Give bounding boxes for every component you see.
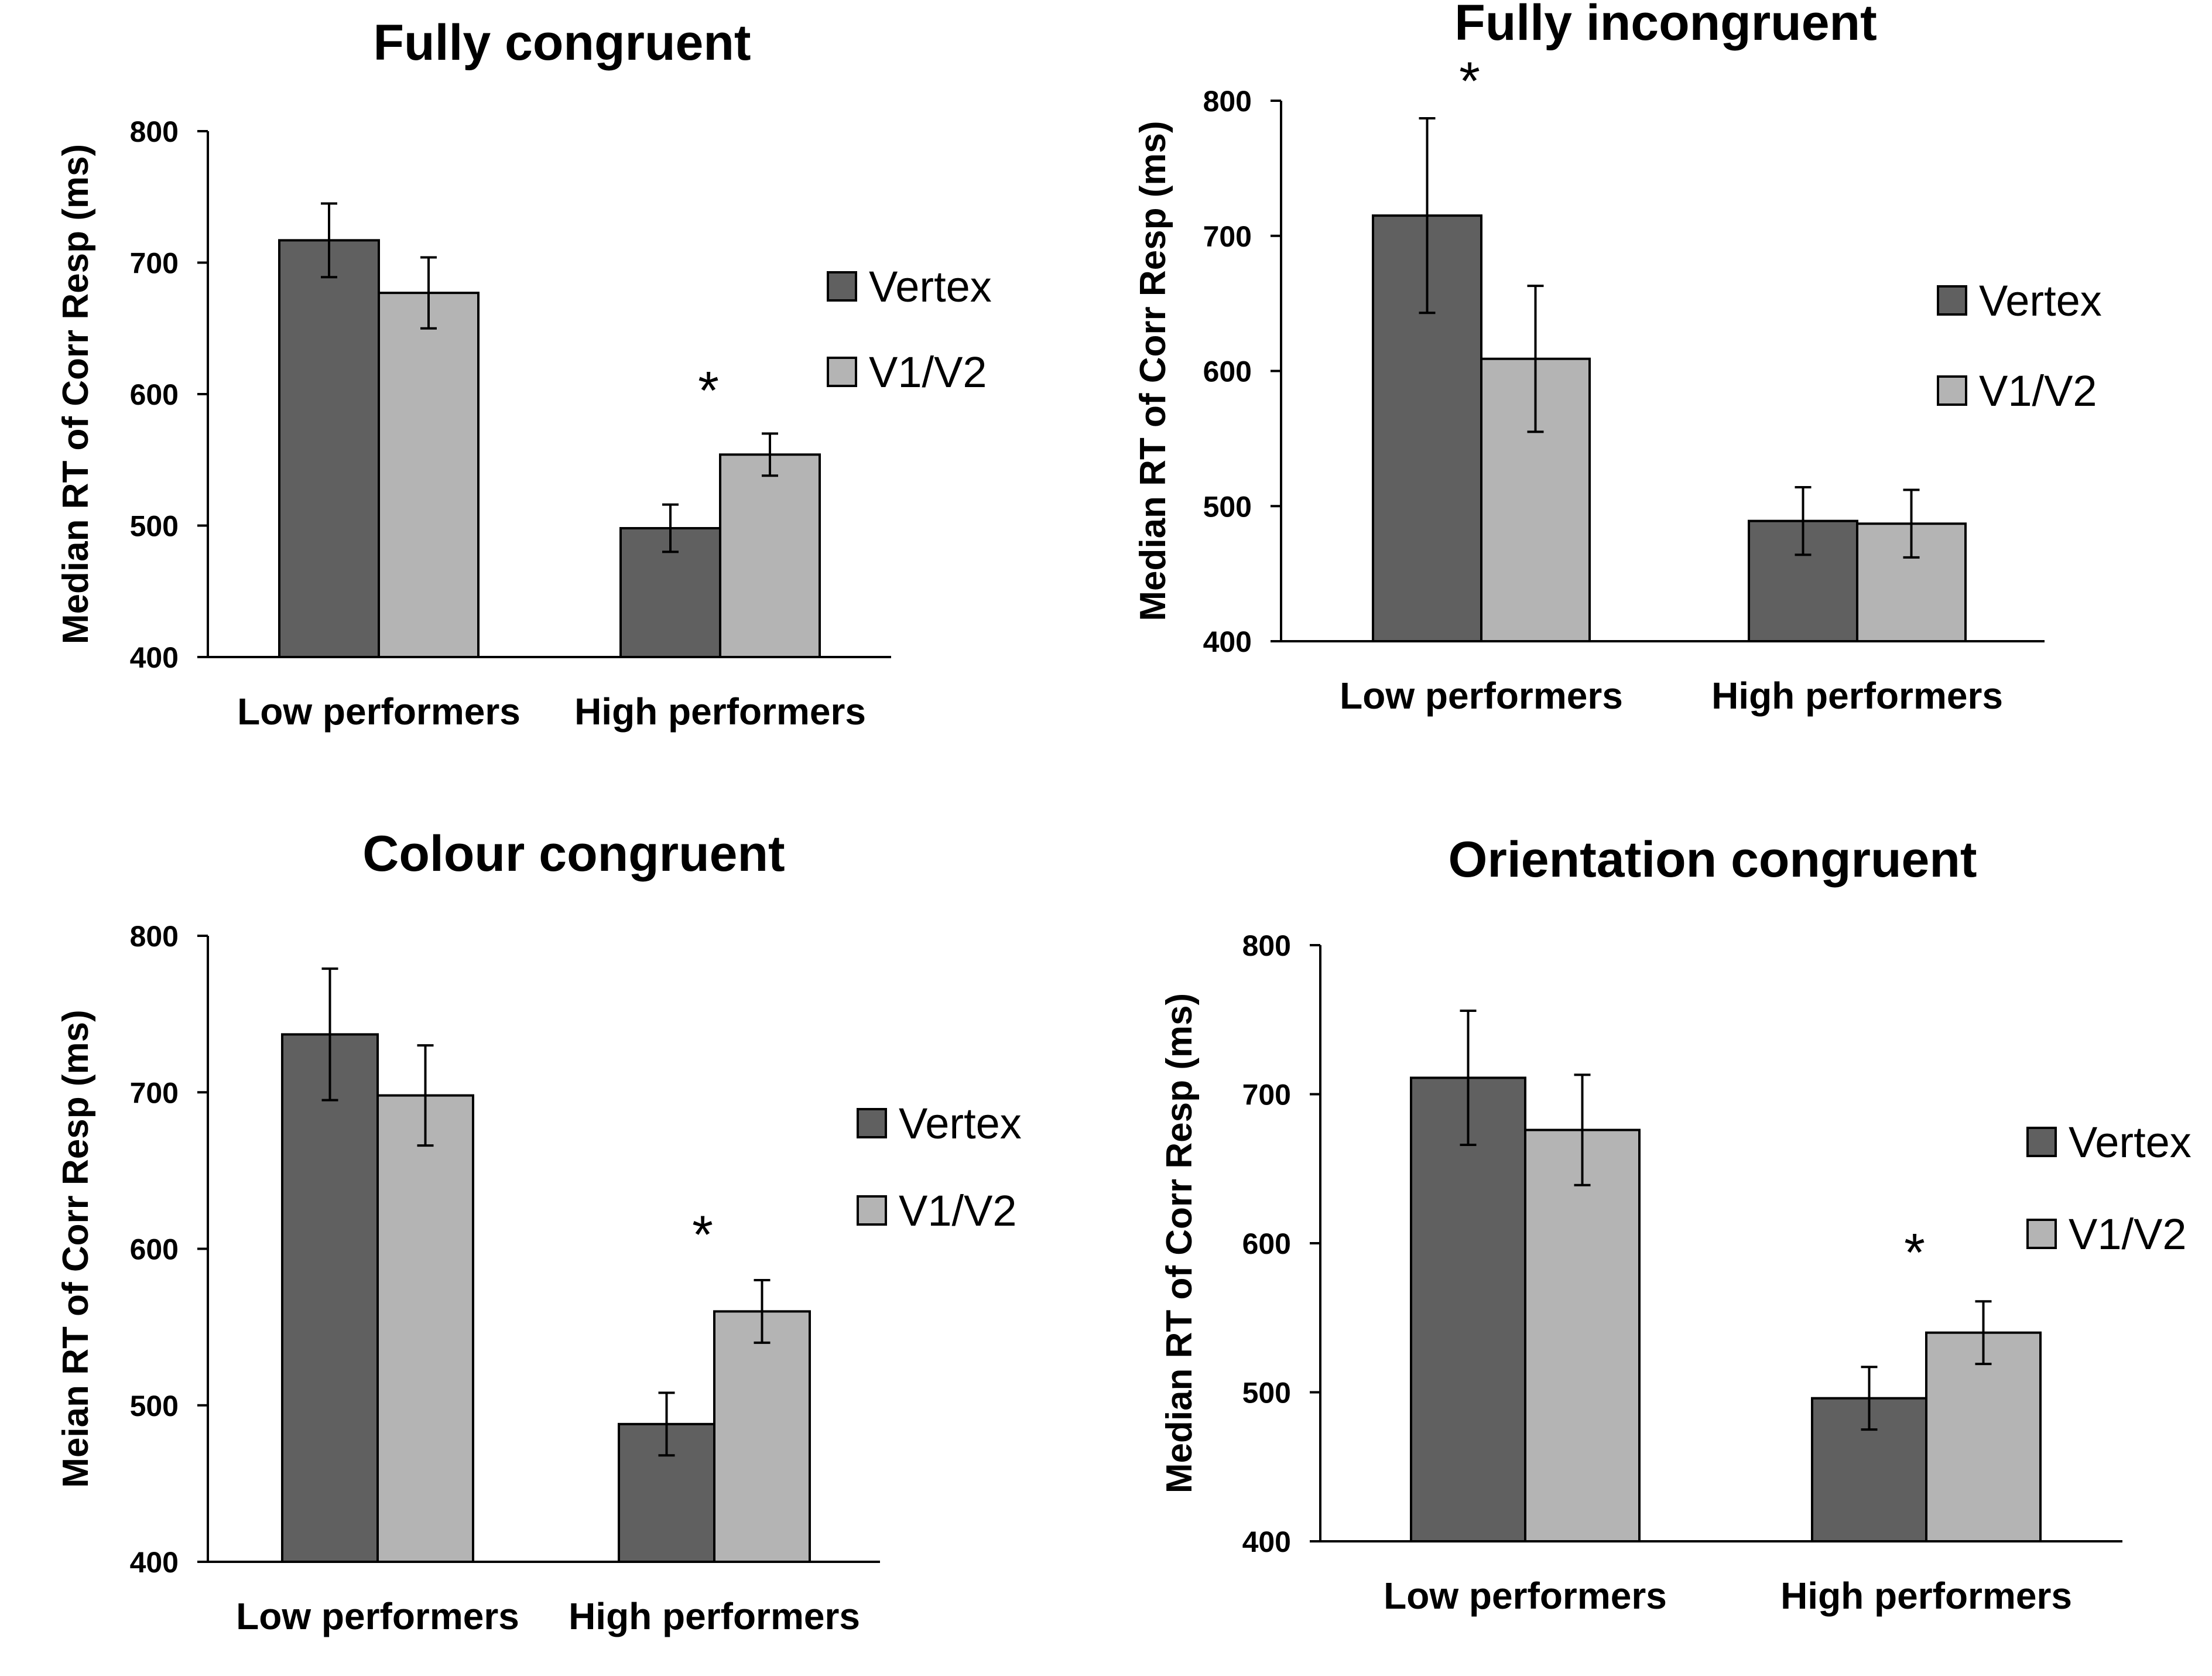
- chart3-legend-swatch-v1v2: [857, 1195, 887, 1226]
- chart3-bar-vertex-low: [281, 1033, 379, 1564]
- chart4-legend-label-vertex: Vertex: [2069, 1118, 2192, 1167]
- chart1-y-tick-label: 500: [130, 510, 179, 543]
- chart3-legend-swatch-vertex: [857, 1108, 887, 1138]
- chart2-legend-label-v1v2: V1/V2: [1979, 367, 2097, 415]
- chart2-title: Fully incongruent: [1454, 0, 1877, 51]
- chart3-bar-v1v2-low: [376, 1094, 474, 1563]
- chart1-legend-swatch-vertex: [827, 271, 857, 302]
- chart4-legend-swatch-v1v2: [2026, 1219, 2057, 1249]
- chart2-y-axis-label: Median RT of Corr Resp (ms): [1133, 121, 1173, 621]
- chart2-x-category-label: Low performers: [1340, 675, 1623, 717]
- chart1-bar-v1v2-low: [378, 292, 480, 658]
- chart4-y-tick-label: 800: [1242, 929, 1291, 962]
- chart3-y-axis-label: Meian RT of Corr Resp (ms): [56, 1010, 96, 1487]
- chart2-y-tick-label: 600: [1203, 355, 1252, 388]
- chart3-title: Colour congruent: [362, 826, 785, 882]
- chart4-y-axis-label: Median RT of Corr Resp (ms): [1159, 993, 1200, 1493]
- chart3-x-category-label: High performers: [569, 1595, 860, 1637]
- chart4-y-tick-label: 700: [1242, 1079, 1291, 1111]
- chart1-x-category-label: High performers: [574, 690, 866, 733]
- chart4-title: Orientation congruent: [1449, 832, 1977, 888]
- chart3-legend-label-vertex: Vertex: [899, 1099, 1022, 1148]
- chart4-legend-swatch-vertex: [2026, 1127, 2057, 1157]
- chart2-y-tick-label: 800: [1203, 85, 1252, 118]
- chart1-significance-star: *: [698, 361, 719, 420]
- chart1-y-axis-label: Median RT of Corr Resp (ms): [56, 144, 96, 644]
- chart4-bar-vertex-low: [1410, 1076, 1526, 1542]
- chart3-y-tick-label: 400: [130, 1546, 179, 1579]
- chart1-legend-label-v1v2: V1/V2: [869, 348, 987, 396]
- chart2-y-tick-label: 400: [1203, 625, 1252, 658]
- chart4-y-tick-label: 500: [1242, 1377, 1291, 1410]
- chart4-bar-v1v2-low: [1524, 1128, 1641, 1542]
- chart3-y-tick-label: 500: [130, 1390, 179, 1422]
- chart1-title: Fully congruent: [374, 15, 751, 71]
- chart2-significance-star: *: [1459, 52, 1480, 111]
- chart2-y-tick-label: 500: [1203, 490, 1252, 523]
- chart1-bar-vertex-low: [278, 239, 380, 658]
- chart3-significance-star: *: [692, 1205, 713, 1265]
- chart3-bar-v1v2-high: [713, 1310, 811, 1563]
- chart1-legend-label-vertex: Vertex: [869, 262, 992, 311]
- chart3-y-tick-label: 600: [130, 1233, 179, 1266]
- chart1-x-category-label: Low performers: [237, 690, 521, 733]
- chart1-y-tick-label: 700: [130, 247, 179, 280]
- chart2-legend-swatch-v1v2: [1937, 375, 1967, 406]
- chart4-significance-star: *: [1904, 1223, 1925, 1282]
- chart3-legend-label-v1v2: V1/V2: [899, 1186, 1017, 1235]
- chart4-bar-v1v2-high: [1925, 1331, 2042, 1542]
- chart4-legend-label-v1v2: V1/V2: [2069, 1210, 2187, 1258]
- chart4-y-tick-label: 400: [1242, 1525, 1291, 1558]
- chart3-y-tick-label: 800: [130, 920, 179, 953]
- chart4-x-category-label: High performers: [1780, 1575, 2072, 1617]
- chart1-legend-swatch-v1v2: [827, 357, 857, 387]
- chart3-x-category-label: Low performers: [236, 1595, 519, 1637]
- chart1-bar-v1v2-high: [719, 453, 821, 659]
- chart2-x-category-label: High performers: [1711, 675, 2003, 717]
- chart3-y-tick-label: 700: [130, 1076, 179, 1109]
- chart2-y-tick-label: 700: [1203, 220, 1252, 253]
- chart1-y-tick-label: 800: [130, 115, 179, 148]
- chart1-y-tick-label: 600: [130, 378, 179, 411]
- chart1-y-tick-label: 400: [130, 641, 179, 674]
- chart4-y-tick-label: 600: [1242, 1227, 1291, 1260]
- chart4-x-category-label: Low performers: [1384, 1575, 1667, 1617]
- chart2-legend-swatch-vertex: [1937, 285, 1967, 316]
- chart2-legend-label-vertex: Vertex: [1979, 276, 2102, 325]
